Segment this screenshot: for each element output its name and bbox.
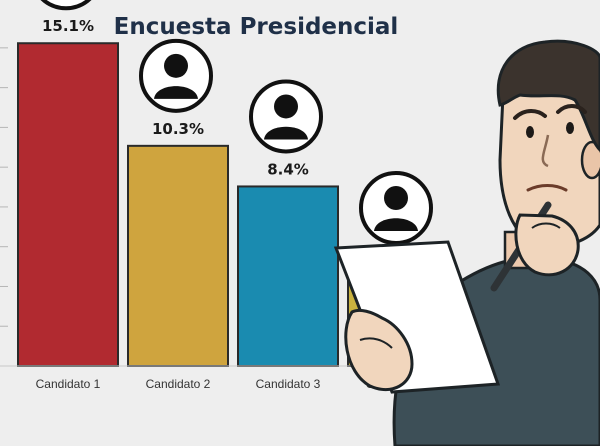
chin-hand	[514, 213, 580, 277]
value-label-3: 8.4%	[267, 160, 309, 178]
value-label-2: 10.3%	[152, 120, 204, 138]
value-label-1: 15.1%	[42, 17, 94, 35]
left-eye	[526, 126, 534, 138]
finger-line	[531, 222, 561, 229]
category-label-3: Candidato 3	[256, 377, 321, 391]
chart-title: Encuesta Presidencial	[113, 14, 399, 40]
person-circle-icon	[359, 171, 433, 245]
category-label-2: Candidato 2	[146, 377, 211, 391]
right-eyebrow	[556, 104, 587, 114]
grid-lines	[0, 47, 8, 367]
right-eye	[566, 122, 574, 134]
person-circle-icon	[249, 79, 323, 154]
nose	[541, 134, 550, 168]
ear	[580, 140, 600, 180]
bar-1	[17, 42, 119, 368]
category-label-1: Candidato 1	[36, 377, 101, 391]
left-eyebrow	[513, 109, 547, 120]
bar-3	[237, 185, 339, 367]
person-circle-icon	[139, 38, 213, 113]
mouth	[526, 184, 568, 192]
knuckle-line	[359, 337, 393, 349]
paper-hand	[344, 308, 414, 392]
worried-man-illustration	[333, 39, 600, 446]
bar-2	[127, 144, 229, 367]
person-circle-icon	[40, 0, 92, 11]
hair	[496, 39, 600, 153]
